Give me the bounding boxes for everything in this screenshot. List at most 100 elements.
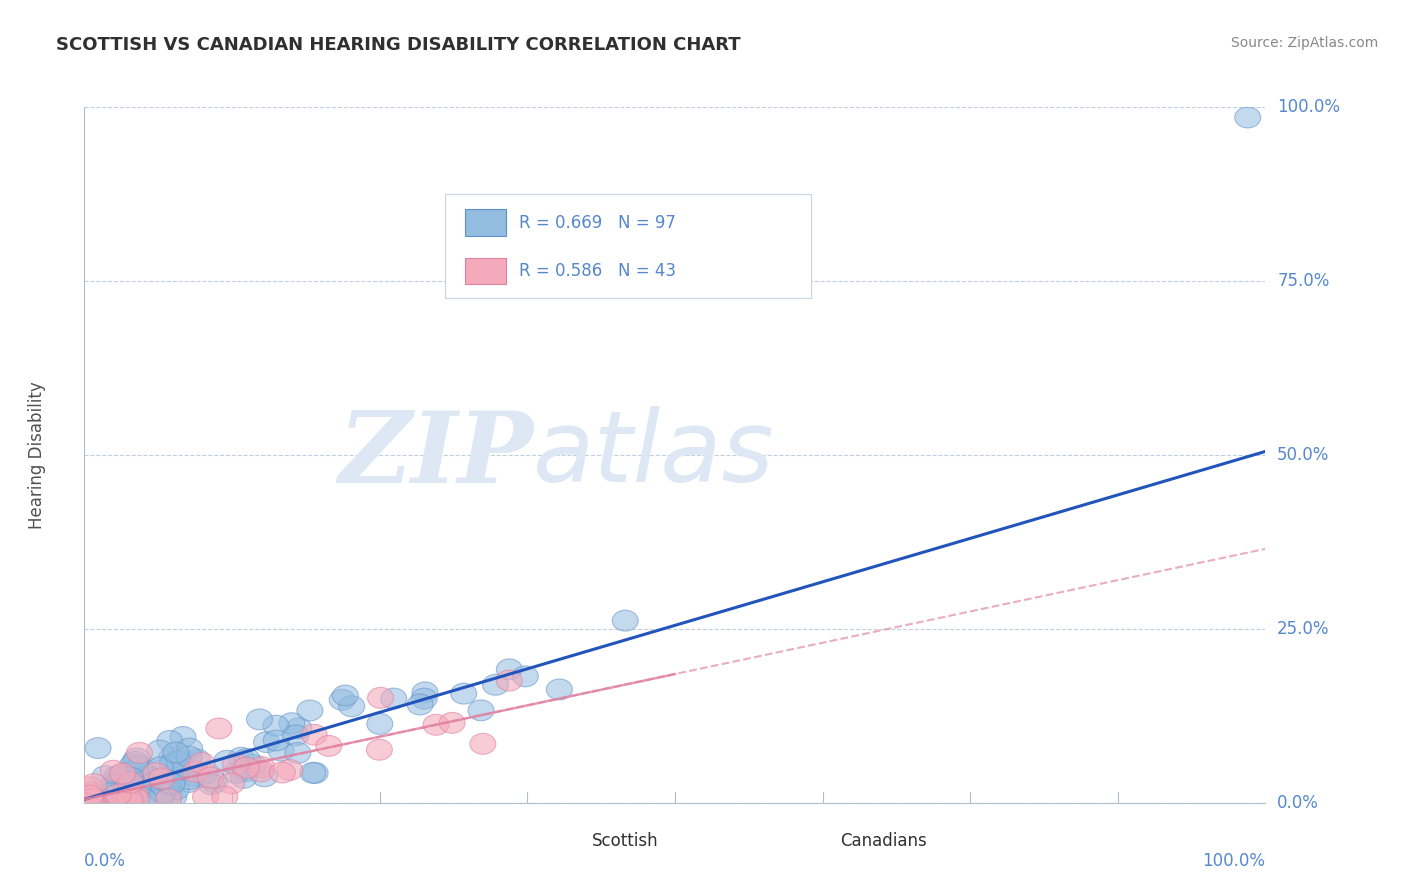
Ellipse shape [176, 769, 202, 789]
Ellipse shape [114, 788, 139, 809]
Ellipse shape [77, 789, 103, 810]
Ellipse shape [277, 759, 302, 780]
Ellipse shape [110, 764, 135, 784]
Ellipse shape [283, 725, 309, 746]
Ellipse shape [157, 731, 183, 751]
Ellipse shape [110, 789, 135, 810]
Ellipse shape [80, 773, 107, 795]
Ellipse shape [177, 739, 202, 759]
Ellipse shape [270, 762, 295, 783]
Ellipse shape [120, 755, 146, 775]
Ellipse shape [222, 754, 249, 774]
Ellipse shape [86, 738, 111, 758]
FancyBboxPatch shape [444, 194, 811, 298]
Ellipse shape [302, 763, 328, 783]
Ellipse shape [159, 753, 186, 774]
Ellipse shape [124, 789, 149, 810]
Ellipse shape [297, 700, 323, 721]
Ellipse shape [468, 700, 494, 721]
Ellipse shape [117, 779, 143, 799]
Ellipse shape [136, 766, 162, 787]
Ellipse shape [139, 768, 166, 789]
Ellipse shape [367, 688, 394, 708]
Ellipse shape [184, 749, 209, 770]
Ellipse shape [149, 782, 176, 803]
Ellipse shape [127, 756, 153, 777]
Ellipse shape [117, 789, 143, 810]
Bar [464, 258, 506, 285]
Ellipse shape [235, 748, 260, 770]
Ellipse shape [79, 789, 104, 810]
Ellipse shape [193, 787, 218, 807]
Ellipse shape [233, 757, 260, 778]
Ellipse shape [247, 761, 274, 781]
Ellipse shape [117, 767, 143, 789]
Ellipse shape [118, 772, 143, 793]
Ellipse shape [77, 789, 103, 810]
Ellipse shape [77, 789, 103, 810]
Ellipse shape [191, 764, 218, 784]
Ellipse shape [183, 761, 208, 782]
Ellipse shape [496, 670, 522, 691]
Ellipse shape [212, 786, 238, 807]
Ellipse shape [246, 709, 273, 730]
Ellipse shape [136, 773, 163, 794]
Ellipse shape [1234, 107, 1261, 128]
Bar [804, 827, 834, 855]
Ellipse shape [77, 789, 103, 810]
Ellipse shape [122, 752, 148, 772]
Ellipse shape [612, 610, 638, 632]
Ellipse shape [451, 683, 477, 704]
Ellipse shape [156, 772, 181, 794]
Text: Canadians: Canadians [841, 832, 927, 850]
Text: 100.0%: 100.0% [1277, 98, 1340, 116]
Ellipse shape [156, 784, 183, 805]
Text: Scottish: Scottish [592, 832, 659, 850]
Ellipse shape [170, 750, 195, 771]
Ellipse shape [367, 739, 392, 760]
Bar [557, 827, 586, 855]
Ellipse shape [285, 718, 312, 739]
Ellipse shape [181, 765, 207, 787]
Ellipse shape [77, 781, 103, 803]
Ellipse shape [188, 753, 215, 773]
Ellipse shape [108, 770, 135, 790]
Ellipse shape [122, 784, 148, 805]
Text: 0.0%: 0.0% [1277, 794, 1319, 812]
Ellipse shape [163, 779, 190, 800]
Ellipse shape [163, 742, 188, 763]
Ellipse shape [367, 714, 392, 734]
Text: atlas: atlas [533, 407, 775, 503]
Ellipse shape [176, 772, 202, 792]
Ellipse shape [77, 777, 103, 797]
Ellipse shape [252, 766, 277, 787]
Ellipse shape [100, 760, 127, 781]
Ellipse shape [301, 724, 328, 745]
Ellipse shape [148, 756, 173, 778]
Ellipse shape [253, 731, 280, 753]
Ellipse shape [148, 789, 173, 809]
Ellipse shape [124, 747, 149, 769]
Ellipse shape [153, 774, 179, 795]
Ellipse shape [104, 766, 129, 787]
Ellipse shape [97, 783, 122, 804]
Ellipse shape [205, 718, 232, 739]
Text: R = 0.586   N = 43: R = 0.586 N = 43 [519, 262, 676, 280]
Ellipse shape [93, 765, 118, 787]
Text: 25.0%: 25.0% [1277, 620, 1330, 638]
Ellipse shape [156, 789, 181, 810]
Ellipse shape [131, 789, 157, 810]
Text: 0.0%: 0.0% [84, 852, 127, 870]
Text: ZIP: ZIP [339, 407, 533, 503]
Ellipse shape [166, 751, 191, 772]
Ellipse shape [263, 730, 290, 751]
Ellipse shape [159, 747, 184, 768]
Ellipse shape [218, 773, 245, 794]
Text: SCOTTISH VS CANADIAN HEARING DISABILITY CORRELATION CHART: SCOTTISH VS CANADIAN HEARING DISABILITY … [56, 36, 741, 54]
Text: Hearing Disability: Hearing Disability [28, 381, 46, 529]
Bar [464, 210, 506, 235]
Text: R = 0.669   N = 97: R = 0.669 N = 97 [519, 213, 676, 232]
Ellipse shape [138, 761, 163, 781]
Ellipse shape [214, 750, 240, 772]
Ellipse shape [512, 666, 538, 687]
